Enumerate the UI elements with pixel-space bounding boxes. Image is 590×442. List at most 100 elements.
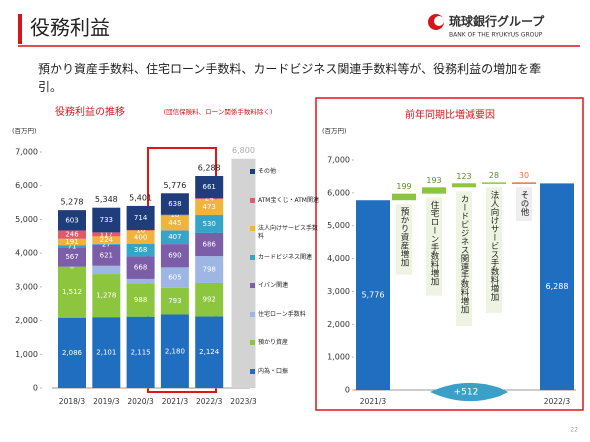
- bar-segment: [58, 238, 86, 246]
- value-label: 733: [100, 216, 113, 224]
- total-label: 5,278: [61, 198, 84, 207]
- total-label: 5,401: [129, 193, 152, 202]
- right-chart-title: 前年同期比増減要因: [405, 108, 495, 121]
- bar-segment: [58, 266, 86, 318]
- value-label: 2,086: [62, 349, 83, 357]
- logo-text: 琉球銀行グループ: [449, 14, 545, 29]
- y-tick-label: 3,000: [15, 282, 38, 291]
- logo-mark: [434, 16, 444, 26]
- annotation-arrow: [430, 382, 508, 402]
- legend-item: その他: [250, 168, 320, 176]
- bar-segment: [126, 278, 155, 284]
- category-label: 住宅ローン手数料増加: [429, 200, 439, 287]
- value-label: 1,278: [96, 292, 116, 300]
- x-tick-label: 2023/3: [230, 397, 257, 406]
- bar-segment: [58, 245, 86, 248]
- value-label: 798: [203, 265, 216, 273]
- bar-segment: [160, 244, 189, 268]
- category-box: [426, 197, 442, 296]
- total-label: 5,348: [95, 195, 118, 204]
- x-tick-label: 2021/3: [162, 397, 189, 406]
- bar-segment: [195, 215, 224, 233]
- legend-swatch: [250, 340, 255, 345]
- value-label: 605: [168, 274, 181, 282]
- bar-segment: [92, 232, 121, 237]
- bar-segment: [126, 283, 155, 317]
- x-tick-label: 2022/3: [196, 397, 223, 406]
- y-tick-label: 1,000: [15, 350, 38, 359]
- bar-segment: [195, 316, 224, 388]
- value-label: 638: [168, 200, 181, 208]
- y-tick-label: 6,000: [327, 188, 350, 197]
- legend-swatch: [250, 368, 255, 374]
- page-number: 22: [570, 427, 578, 434]
- value-label: 621: [100, 251, 113, 259]
- delta-bar: [452, 183, 476, 188]
- value-label: 445: [168, 219, 181, 227]
- bar-segment: [58, 317, 86, 388]
- value-label: 567: [65, 253, 78, 261]
- category-label: その他: [519, 190, 529, 216]
- y-tick-label: 7,000: [327, 156, 350, 165]
- body-text: 預かり資産手数料、住宅ローン手数料、カードビジネス関連手数料等が、役務利益の増加…: [38, 62, 542, 94]
- y-tick-label: 5,000: [15, 215, 38, 224]
- bar-segment: [195, 176, 224, 199]
- legend-item: 預かり資産: [250, 339, 320, 347]
- bar-segment: [92, 274, 121, 318]
- bar-segment: [195, 198, 224, 200]
- x-tick-label: 2022/3: [544, 397, 571, 406]
- bar-segment: [126, 229, 155, 231]
- value-label: 368: [134, 246, 147, 254]
- value-label: 71: [68, 242, 77, 250]
- total-bar: [540, 183, 574, 390]
- y-unit: (百万円): [12, 127, 37, 135]
- value-label: 28: [489, 171, 499, 180]
- left-chart-subtitle: (団信保険料、ローン関係手数料除く): [164, 107, 273, 116]
- legend-swatch: [250, 283, 255, 288]
- value-label: 603: [65, 216, 78, 224]
- category-label: カードビジネス関連手数料増加: [459, 194, 469, 314]
- value-label: 661: [203, 183, 216, 191]
- value-label: 193: [426, 176, 441, 185]
- legend-label: 預かり資産: [258, 339, 289, 346]
- category-box: [456, 191, 472, 327]
- value-label: 988: [134, 296, 147, 304]
- value-label: 191: [65, 238, 78, 246]
- legend-item: ATM宝くじ・ATM関連: [250, 197, 320, 205]
- value-label: 400: [134, 233, 147, 241]
- category-label: 預かり資産増加: [399, 207, 409, 268]
- bar-segment: [92, 207, 121, 233]
- y-tick-label: 4,000: [327, 254, 350, 263]
- legend-label: 内為・口振: [258, 367, 289, 375]
- value-label: 224: [100, 236, 114, 244]
- y-tick-label: 3,000: [327, 287, 350, 296]
- y-tick-label: 1,000: [327, 353, 350, 362]
- legend-item: イバン関連: [250, 282, 320, 290]
- panel-border: [315, 97, 584, 411]
- legend-item: 住宅ローン手数料: [250, 311, 320, 319]
- legend-label: イバン関連: [258, 282, 289, 289]
- value-label: 690: [168, 252, 181, 260]
- y-tick-label: 5,000: [327, 221, 350, 230]
- category-label: 法人向けサービス手数料増加: [489, 190, 499, 302]
- bar-segment: [92, 236, 121, 244]
- value-label: 18: [170, 211, 179, 219]
- bar-segment: [126, 205, 155, 230]
- value-label: 686: [203, 240, 217, 248]
- y-tick-label: 0: [33, 384, 38, 393]
- bar-segment: [160, 314, 189, 388]
- bar-segment: [58, 247, 86, 267]
- bar-segment: [195, 199, 224, 216]
- value-label: 668: [134, 264, 147, 272]
- bar-segment: [160, 230, 189, 245]
- legend-swatch: [250, 226, 255, 231]
- legend-swatch: [250, 254, 255, 260]
- value-label: 2,124: [199, 348, 220, 356]
- bar-segment: [126, 244, 155, 257]
- value-label: 714: [134, 214, 148, 222]
- target-bar: [231, 158, 256, 388]
- value-label: 793: [168, 297, 181, 305]
- y-tick-label: 2,000: [327, 320, 350, 329]
- total-bar: [356, 200, 390, 390]
